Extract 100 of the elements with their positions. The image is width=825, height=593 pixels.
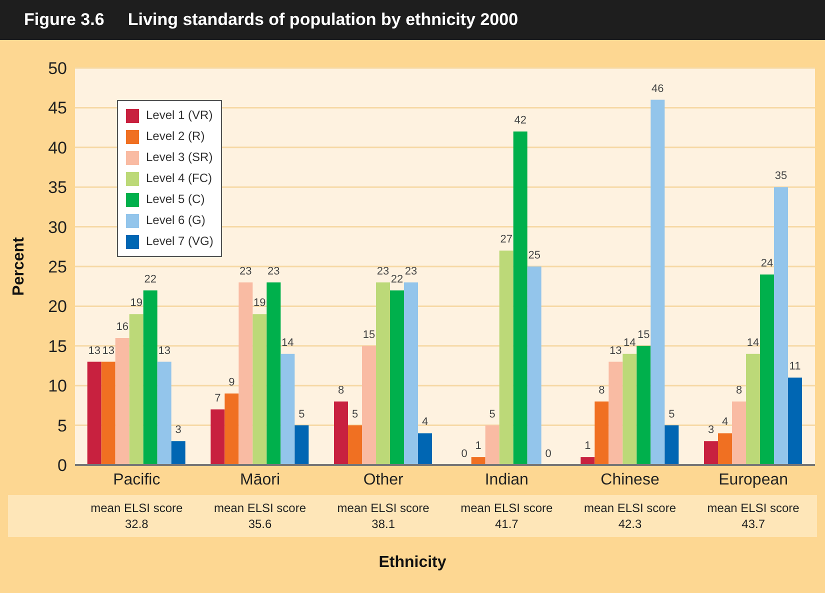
legend-label: Level 4 (FC)	[146, 171, 212, 186]
data-label: 22	[144, 273, 156, 286]
data-label: 0	[461, 448, 468, 460]
y-tick-label: 15	[48, 336, 67, 356]
bar	[485, 425, 500, 465]
bar	[608, 362, 623, 465]
y-axis-title: Percent	[10, 236, 28, 296]
bar	[746, 354, 760, 465]
data-label: 42	[514, 114, 526, 127]
bar	[171, 441, 186, 465]
data-label: 4	[422, 416, 428, 428]
data-label: 35	[774, 170, 788, 182]
bar	[418, 433, 432, 465]
bar	[390, 290, 404, 465]
text: mean ELSI score 42.3	[582, 500, 678, 532]
text: mean ELSI score 32.8	[90, 500, 184, 532]
bar	[527, 266, 542, 465]
bar	[334, 401, 348, 465]
data-label: 11	[789, 360, 801, 373]
text: mean ELSI score 38.1	[336, 500, 430, 532]
chart-title: Figure 3.6 Living standards of population by ethnicity 2000	[0, 0, 825, 40]
data-label: 5	[352, 408, 358, 420]
data-label: 13	[158, 344, 170, 357]
data-label: 8	[338, 384, 344, 396]
bar	[266, 282, 281, 465]
data-label: 5	[668, 408, 675, 420]
data-label: 13	[88, 344, 100, 357]
y-tick-label: 0	[58, 456, 67, 476]
bar	[513, 132, 528, 465]
bar	[704, 441, 718, 465]
x-tick-label: European	[718, 471, 788, 488]
data-label: 23	[376, 265, 390, 278]
y-tick-label: 10	[48, 376, 67, 396]
data-label: 1	[584, 440, 591, 452]
data-label: 25	[528, 250, 540, 262]
bar	[157, 362, 172, 465]
text: mean ELSI score 35.6	[212, 500, 308, 532]
data-label: 24	[760, 257, 774, 270]
bar	[238, 282, 253, 465]
data-label: 5	[489, 408, 496, 420]
legend-label: Level 5 (C)	[146, 192, 205, 207]
data-label: 8	[598, 384, 605, 396]
bar	[280, 354, 295, 465]
data-label: 4	[722, 416, 728, 428]
data-label: 19	[130, 297, 142, 310]
legend-label: Level 1 (VR)	[146, 108, 213, 123]
data-label: 14	[282, 336, 294, 349]
data-label: 5	[298, 408, 305, 420]
data-label: 19	[254, 297, 266, 310]
bar	[650, 100, 665, 465]
bar	[404, 282, 418, 465]
y-tick-label: 40	[48, 138, 67, 158]
y-tick-label: 30	[48, 218, 67, 237]
bar	[636, 346, 651, 465]
x-tick-label: Indian	[484, 471, 528, 488]
bar	[224, 394, 239, 465]
data-label: 8	[736, 384, 742, 396]
x-tick-label: Chinese	[600, 471, 660, 488]
bar	[760, 274, 774, 465]
bar	[376, 282, 390, 465]
data-label: 13	[610, 344, 622, 357]
data-label: 14	[624, 336, 636, 349]
y-tick-label: 20	[48, 297, 67, 316]
bar	[143, 290, 158, 465]
data-label: 27	[500, 234, 512, 246]
data-label: 23	[240, 265, 252, 278]
text: mean ELSI score 41.7	[460, 500, 554, 532]
data-label: 23	[268, 265, 280, 278]
bar	[348, 425, 362, 465]
data-label: 22	[390, 273, 404, 286]
bar	[252, 314, 267, 465]
legend-label: Level 2 (R)	[146, 129, 205, 144]
x-tick-label: Other	[363, 471, 404, 488]
bar	[622, 354, 637, 465]
data-label: 3	[708, 424, 714, 436]
bar	[774, 187, 788, 465]
x-tick-label: Pacific	[113, 471, 160, 488]
data-label: 7	[214, 392, 221, 404]
bar	[101, 362, 116, 465]
x-tick-label: Māori	[240, 471, 280, 488]
bar	[362, 346, 376, 465]
y-tick-label: 45	[48, 98, 67, 118]
data-label: 1	[475, 440, 482, 452]
x-axis-title: Ethnicity	[378, 554, 448, 572]
y-tick-label: 5	[58, 416, 67, 436]
bar	[129, 314, 144, 465]
legend-label: Level 7 (VG)	[146, 234, 214, 249]
bar	[294, 425, 309, 465]
data-label: 0	[545, 448, 552, 460]
bar	[732, 401, 746, 465]
y-tick-label: 50	[48, 59, 67, 78]
data-label: 3	[175, 424, 182, 436]
bar	[210, 409, 225, 465]
y-tick-label: 35	[48, 178, 67, 198]
bar	[664, 425, 679, 465]
text: mean ELSI score 43.7	[706, 500, 800, 532]
data-label: 23	[404, 265, 418, 278]
data-label: 14	[746, 336, 760, 349]
legend-label: Level 6 (G)	[146, 213, 206, 228]
data-label: 15	[638, 328, 650, 341]
